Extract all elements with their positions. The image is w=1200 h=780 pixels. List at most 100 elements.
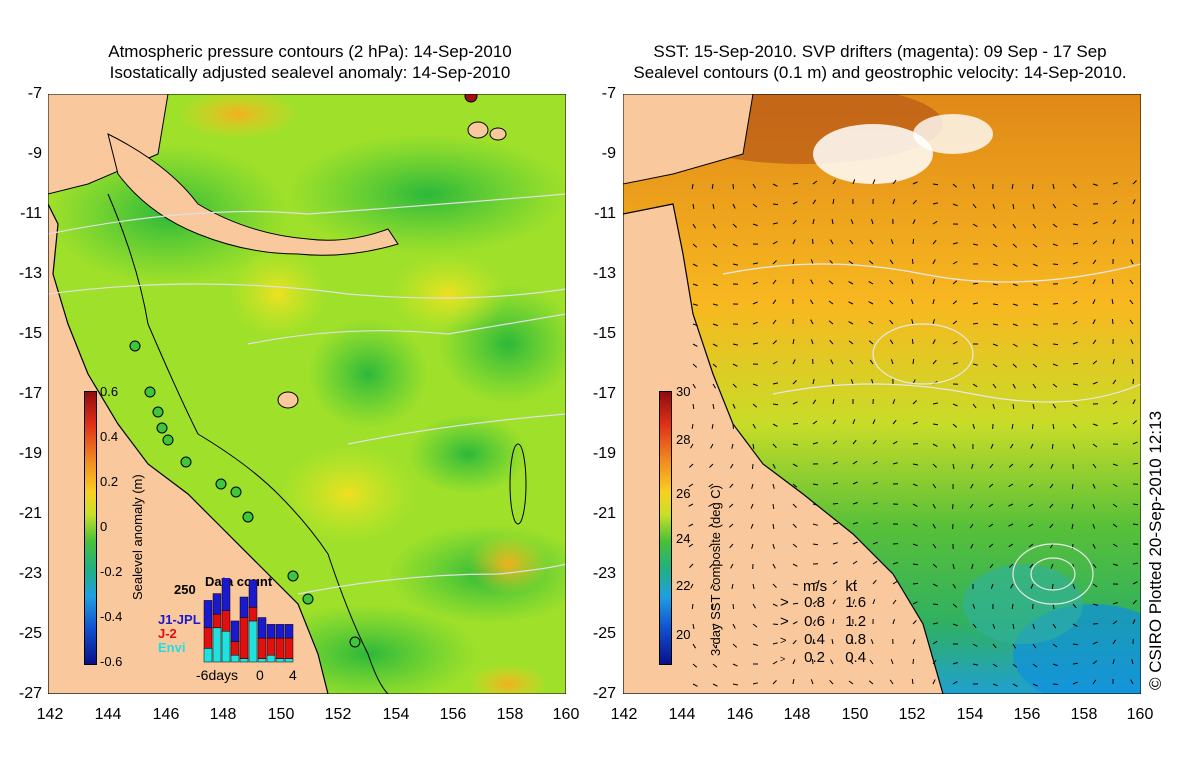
velocity-arrow [712,363,718,368]
lat-tick: -19 [18,445,42,462]
velocity-arrow [730,463,734,469]
lat-tick: -15 [592,325,616,342]
velocity-arrow [852,599,856,605]
velocity-arrow [952,563,955,570]
velocity-arrow [1092,183,1098,186]
lon-tick: 150 [841,706,869,723]
velocity-arrow [711,423,714,429]
velocity-arrow [811,658,814,665]
velocity-arrow [830,239,834,245]
velocity-arrow [752,383,758,387]
lat-tick: -25 [592,625,616,642]
velocity-arrow [868,680,874,685]
velocity-arrow [1032,643,1037,649]
velocity-arrow [692,363,698,368]
velocity-arrow [772,623,779,625]
lat-tick: -25 [18,625,42,642]
data-count-bar-segment [266,654,276,663]
velocity-arrow [952,242,958,245]
velocity-arrow [1012,263,1018,267]
velocity-arrow [912,563,918,566]
velocity-arrow [691,603,694,609]
velocity-arrow [709,463,714,468]
velocity-arrow [1012,203,1015,209]
velocity-legend-header: m/s kt [803,578,857,595]
velocity-arrow [732,243,738,247]
velocity-arrow [732,683,738,686]
velocity-arrow [849,239,854,245]
velocity-arrow [1129,299,1134,305]
velocity-arrow [692,663,698,668]
velocity-arrow [812,600,818,605]
velocity-arrow [1092,221,1098,225]
velocity-arrow [691,183,694,189]
velocity-arrow [1052,303,1059,305]
velocity-arrow [1112,543,1118,547]
velocity-arrow [1092,503,1096,509]
velocity-arrow [932,183,939,186]
velocity-arrow [911,279,914,285]
velocity-arrow [688,503,694,507]
velocity-arrow [712,323,718,327]
velocity-arrow [1011,603,1014,609]
velocity-arrow [911,338,914,345]
right-title-line1: SST: 15-Sep-2010. SVP drifters (magenta)… [653,42,1107,61]
cb-tick: 20 [676,627,691,642]
velocity-arrow [829,679,834,685]
copyright-label: © CSIRO Plotted 20-Sep-2010 12:13 [1146,410,1165,690]
data-count-bar-segment [230,620,240,642]
lon-tick: 142 [36,706,64,723]
velocity-arrow [1032,203,1035,209]
velocity-arrow [932,339,936,345]
velocity-arrow [972,643,978,647]
arrow-icon: > [780,635,787,647]
lon-tick: 146 [152,706,180,723]
velocity-arrow [832,199,835,205]
velocity-arrow [912,523,918,527]
velocity-arrow [832,179,836,185]
velocity-arrow [1032,623,1035,629]
velocity-arrow [1032,363,1038,368]
velocity-arrow [1012,643,1017,649]
velocity-arrow [792,563,798,567]
velocity-arrow [1030,583,1034,589]
velocity-arrow [810,339,814,345]
velocity-arrow [952,280,958,285]
velocity-arrow [772,423,778,427]
sst-colorbar [659,391,672,665]
velocity-arrow [772,299,777,305]
velocity-arrow [972,282,978,285]
velocity-arrow [1092,660,1098,665]
velocity-arrow [1131,659,1134,665]
velocity-arrow [872,481,878,485]
velocity-arrow [932,603,939,606]
velocity-arrow [752,463,754,470]
velocity-arrow [708,503,714,507]
velocity-arrow [752,281,758,285]
velocity-arrow [932,622,939,625]
cb-tick: 0.4 [100,429,119,444]
velocity-arrow [992,343,998,347]
velocity-arrow [772,443,777,449]
velocity-arrow [890,239,894,245]
velocity-arrow [1072,423,1077,429]
lat-tick: -9 [27,145,42,162]
velocity-arrow [772,503,775,509]
velocity-arrow [871,379,874,385]
velocity-arrow [792,239,796,245]
velocity-arrow [752,443,755,449]
velocity-legend-row: > 0.8 1.6 [780,594,867,611]
velocity-arrow [828,280,834,285]
sst-map [623,94,1141,694]
velocity-arrow [1112,219,1117,225]
velocity-arrow [849,359,854,365]
velocity-arrow [912,463,918,466]
velocity-arrow [689,563,694,568]
velocity-arrow [792,339,795,345]
velocity-arrow [812,238,814,245]
lon-tick: 144 [668,706,696,723]
velocity-arrow [792,401,798,405]
velocity-arrow [992,283,998,286]
data-count-bar-segment [221,630,231,663]
velocity-arrow [1009,443,1014,449]
